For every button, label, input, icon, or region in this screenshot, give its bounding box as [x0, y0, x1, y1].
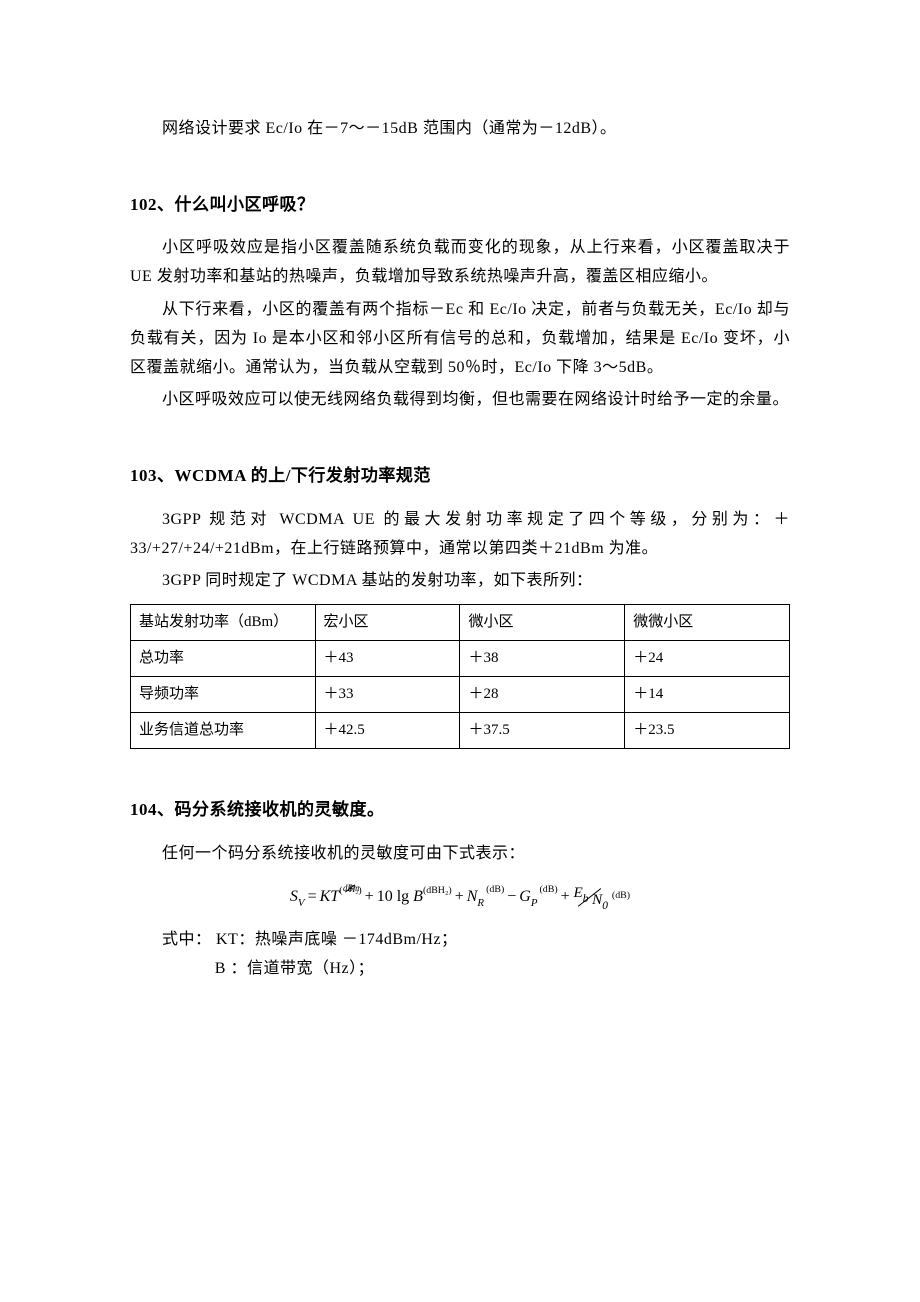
table-cell: 宏小区	[315, 605, 460, 641]
eq-lhs: SV	[290, 883, 305, 913]
table-row: 总功率 ＋43 ＋38 ＋24	[131, 641, 790, 677]
intro-paragraph: 网络设计要求 Ec/Io 在－7～－15dB 范围内（通常为－12dB）。	[130, 115, 790, 144]
table-cell: ＋23.5	[625, 713, 790, 749]
eq-term-nr: NR(dB)	[467, 883, 505, 913]
s102-p1: 小区呼吸效应是指小区覆盖随系统负载而变化的现象，从上行来看，小区覆盖取决于 UE…	[130, 234, 790, 292]
sensitivity-equation: SV = KT(dBmH₂) + 10 lg B(dBH₂) + NR(dB) …	[130, 883, 790, 913]
table-cell: ＋38	[460, 641, 625, 677]
table-cell: ＋43	[315, 641, 460, 677]
table-cell: ＋14	[625, 677, 790, 713]
s102-p2: 从下行来看，小区的覆盖有两个指标－Ec 和 Ec/Io 决定，前者与负载无关，E…	[130, 296, 790, 382]
eq-term-gp: GP(dB)	[519, 883, 557, 913]
table-row: 基站发射功率（dBm） 宏小区 微小区 微微小区	[131, 605, 790, 641]
table-row: 导频功率 ＋33 ＋28 ＋14	[131, 677, 790, 713]
s103-p2: 3GPP 同时规定了 WCDMA 基站的发射功率，如下表所列：	[130, 567, 790, 596]
legend-b: B ：信道带宽（Hz）；	[215, 955, 790, 984]
table-cell: ＋33	[315, 677, 460, 713]
table-cell: ＋24	[625, 641, 790, 677]
table-cell: ＋42.5	[315, 713, 460, 749]
heading-102: 102、什么叫小区呼吸？	[130, 190, 790, 221]
table-cell: ＋37.5	[460, 713, 625, 749]
heading-104: 104、码分系统接收机的灵敏度。	[130, 795, 790, 826]
eq-term-kt: KT(dBmH₂)	[320, 883, 362, 912]
eq-term-ebno: Eb N0 (dB)	[573, 883, 630, 912]
eq-term-b: 10 lg B(dBH₂)	[377, 883, 452, 912]
table-cell: 微微小区	[625, 605, 790, 641]
table-row: 业务信道总功率 ＋42.5 ＋37.5 ＋23.5	[131, 713, 790, 749]
table-cell: 微小区	[460, 605, 625, 641]
equation-legend: 式中： KT：热噪声底噪 －174dBm/Hz； B ：信道带宽（Hz）；	[130, 926, 790, 984]
table-cell: 基站发射功率（dBm）	[131, 605, 316, 641]
table-cell: ＋28	[460, 677, 625, 713]
s104-p1: 任何一个码分系统接收机的灵敏度可由下式表示：	[130, 840, 790, 869]
heading-103: 103、WCDMA 的上/下行发射功率规范	[130, 461, 790, 492]
s102-p3: 小区呼吸效应可以使无线网络负载得到均衡，但也需要在网络设计时给予一定的余量。	[130, 386, 790, 415]
power-table: 基站发射功率（dBm） 宏小区 微小区 微微小区 总功率 ＋43 ＋38 ＋24…	[130, 604, 790, 749]
table-cell: 导频功率	[131, 677, 316, 713]
table-cell: 总功率	[131, 641, 316, 677]
s103-p1: 3GPP 规范对 WCDMA UE 的最大发射功率规定了四个等级，分别为：＋33…	[130, 506, 790, 564]
table-cell: 业务信道总功率	[131, 713, 316, 749]
legend-kt: 式中： KT：热噪声底噪 －174dBm/Hz；	[130, 926, 790, 955]
